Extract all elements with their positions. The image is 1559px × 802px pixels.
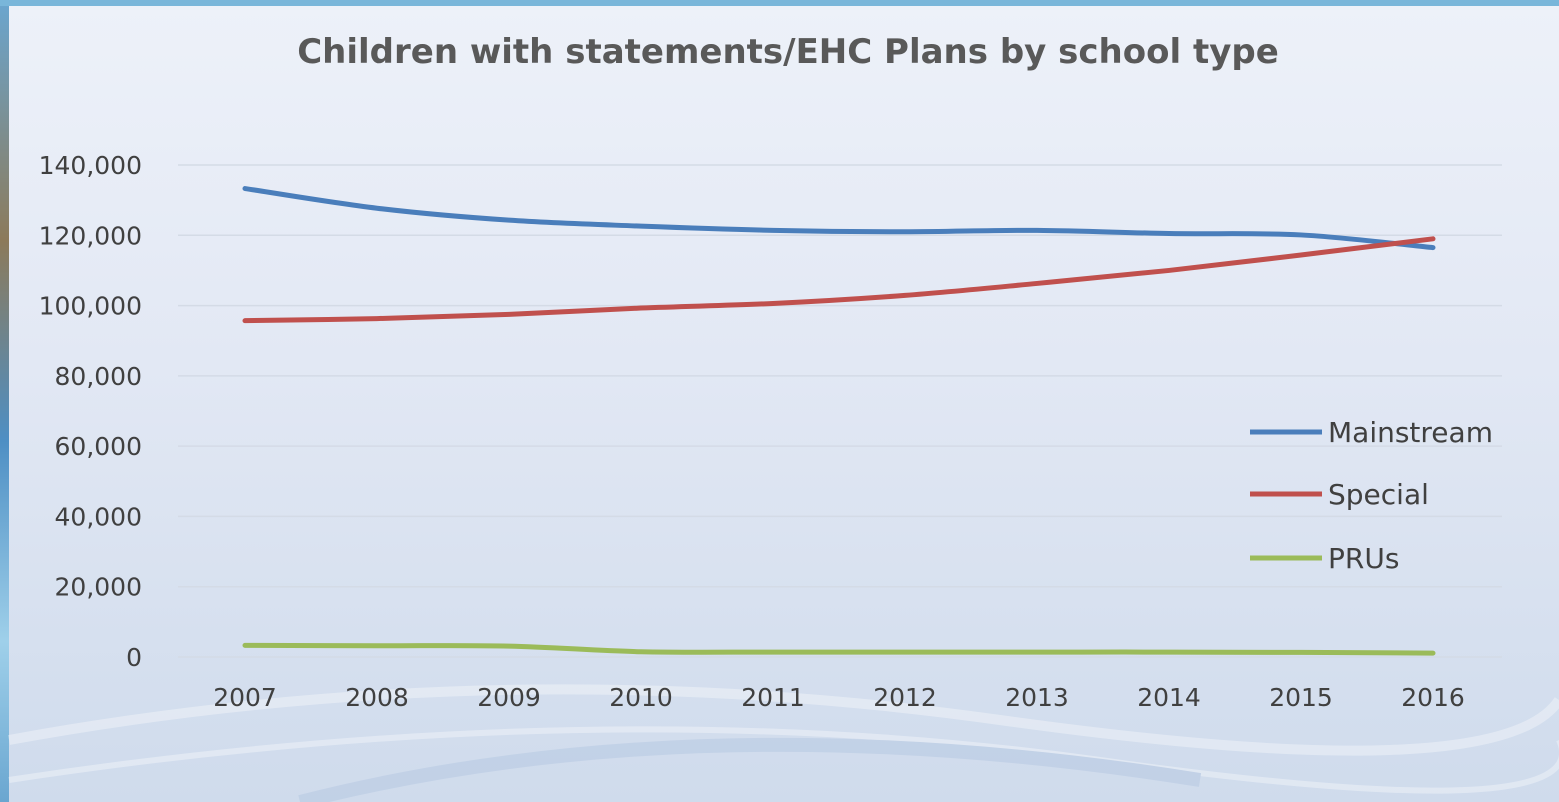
chart-title: Children with statements/EHC Plans by sc…	[297, 32, 1279, 72]
series-line-special	[242, 236, 1436, 324]
legend: Mainstream Special PRUs	[1250, 416, 1493, 575]
x-axis-tick-labels: 2007 2008 2009 2010 2011 2012 2013 2014 2015 2016	[213, 683, 1465, 712]
y-tick-label: 120,000	[39, 221, 142, 250]
series-line-prus	[242, 642, 1436, 656]
x-tick-label: 2014	[1137, 683, 1201, 712]
chart-panel	[9, 6, 1559, 802]
legend-label-mainstream: Mainstream	[1328, 416, 1493, 449]
x-tick-label: 2016	[1401, 683, 1465, 712]
y-tick-label: 100,000	[39, 292, 142, 321]
y-axis-tick-labels: 0 20,000 40,000 60,000 80,000 100,000 120,000 1…	[39, 151, 142, 672]
background-swoosh-decoration	[8, 684, 1559, 802]
x-tick-label: 2009	[477, 683, 541, 712]
slide-top-border	[0, 0, 1559, 6]
y-tick-label: 140,000	[39, 151, 142, 180]
series-lines	[242, 186, 1436, 656]
series-line-mainstream	[242, 186, 1436, 251]
y-tick-label: 0	[126, 643, 142, 672]
x-tick-label: 2013	[1005, 683, 1069, 712]
x-tick-label: 2012	[873, 683, 937, 712]
x-tick-label: 2007	[213, 683, 277, 712]
y-tick-label: 20,000	[55, 573, 142, 602]
x-tick-label: 2010	[609, 683, 673, 712]
y-tick-label: 40,000	[55, 502, 142, 531]
x-tick-label: 2008	[345, 683, 409, 712]
y-tick-label: 80,000	[55, 362, 142, 391]
legend-label-special: Special	[1328, 478, 1429, 511]
x-tick-label: 2011	[741, 683, 805, 712]
x-tick-label: 2015	[1269, 683, 1333, 712]
gridlines	[178, 164, 1502, 658]
legend-label-prus: PRUs	[1328, 542, 1399, 575]
y-tick-label: 60,000	[55, 432, 142, 461]
background-photo-strip	[0, 0, 9, 802]
